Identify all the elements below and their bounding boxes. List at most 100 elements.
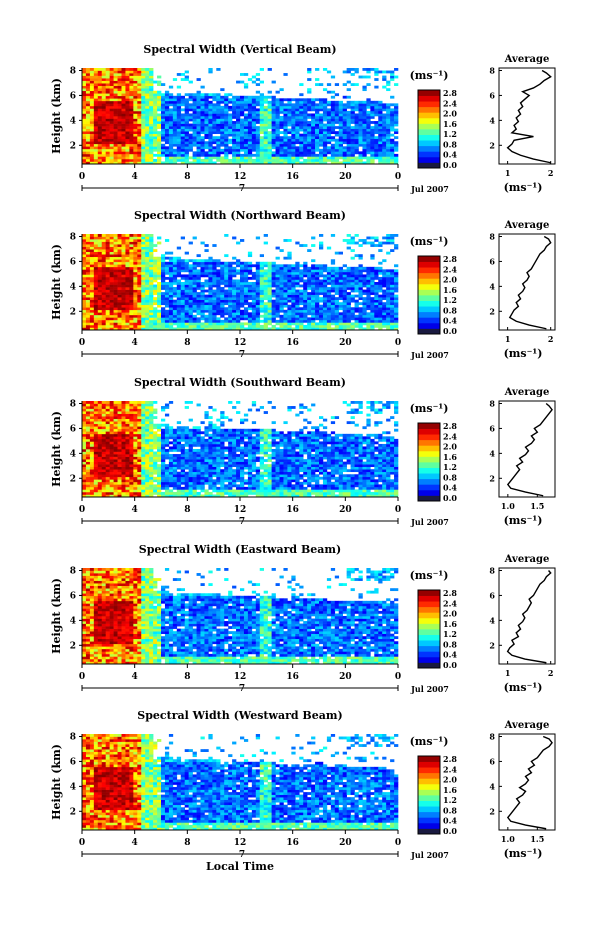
heatmap-cell (350, 279, 355, 283)
heatmap-cell (125, 279, 130, 283)
heatmap-cell (374, 312, 379, 316)
heatmap-cell (82, 481, 87, 485)
heatmap-cell (255, 131, 261, 134)
colorbar-swatch (418, 151, 440, 158)
heatmap-cell (232, 126, 237, 129)
heatmap-cell (322, 307, 328, 311)
heatmap-cell (346, 294, 351, 298)
heatmap-cell (212, 244, 217, 247)
heatmap-cell (157, 93, 162, 97)
heatmap-cell (370, 287, 375, 290)
heatmap-cell (145, 121, 150, 124)
heatmap-cell (212, 299, 217, 303)
heatmap-cell (85, 95, 91, 99)
heatmap-cell (342, 264, 347, 268)
heatmap-cell (287, 297, 292, 300)
heatmap-cell (334, 299, 340, 303)
heatmap-cell (109, 239, 114, 242)
heatmap-cell (137, 319, 142, 323)
heatmap-cell (303, 266, 308, 270)
heatmap-cell (101, 73, 106, 76)
heatmap-cell (89, 491, 95, 495)
heatmap-cell (101, 246, 106, 250)
heatmap-cell (133, 319, 138, 323)
heatmap-cell (322, 287, 328, 290)
heatmap-cell (137, 105, 142, 109)
heatmap-cell (334, 158, 340, 162)
heatmap-cell (180, 307, 185, 311)
heatmap-cell (168, 121, 174, 124)
heatmap-cell (263, 309, 268, 313)
panel-2: Spectral Width (Southward Beam)2468Heigh… (50, 376, 556, 527)
heatmap-cell (168, 307, 174, 311)
colorbar-tick-label: 2.0 (443, 109, 457, 119)
heatmap-cell (240, 304, 245, 308)
heatmap-cell (267, 148, 272, 152)
heatmap-cell (394, 136, 399, 140)
heatmap-cell (180, 236, 185, 240)
heatmap-cell (105, 85, 110, 89)
heatmap-cell (374, 128, 379, 132)
heatmap-cell (315, 274, 320, 278)
heatmap-cell (394, 83, 399, 86)
heatmap-cell (307, 302, 312, 306)
heatmap-cell (97, 80, 103, 84)
heatmap-cell (236, 264, 241, 268)
heatmap-cell (161, 123, 166, 127)
heatmap-cell (366, 276, 371, 280)
heatmap-cell (390, 279, 395, 283)
heatmap-cell (232, 123, 237, 127)
heatmap-cell (382, 153, 387, 157)
heatmap-cell (137, 138, 142, 142)
heatmap-cell (319, 234, 324, 237)
heatmap-cell (263, 307, 268, 311)
heatmap-cell (303, 299, 308, 303)
heatmap-cell (228, 287, 233, 290)
heatmap-cell (338, 146, 343, 150)
heatmap-cell (228, 307, 233, 311)
heatmap-cell (386, 236, 391, 240)
heatmap-cell (157, 264, 162, 268)
profile-x-tick-label: 1 (505, 168, 511, 178)
heatmap-cell (243, 146, 249, 150)
heatmap-cell (168, 136, 174, 140)
heatmap-cell (311, 113, 316, 117)
heatmap-cell (137, 294, 142, 298)
heatmap-cell (149, 126, 154, 129)
heatmap-cell (370, 141, 375, 145)
heatmap-cell (374, 153, 379, 157)
heatmap-cell (196, 312, 201, 316)
heatmap-cell (228, 151, 233, 155)
heatmap-cell (322, 153, 328, 157)
heatmap-cell (338, 126, 343, 129)
heatmap-cell (275, 131, 280, 134)
heatmap-cell (232, 282, 237, 285)
heatmap-cell (243, 287, 249, 290)
heatmap-cell (200, 312, 205, 316)
heatmap-cell (378, 131, 383, 134)
heatmap-cell (291, 284, 296, 288)
heatmap-cell (303, 304, 308, 308)
heatmap-cell (89, 413, 95, 417)
heatmap-cell (378, 282, 383, 285)
heatmap-cell (101, 279, 106, 283)
heatmap-cell (279, 314, 284, 318)
heatmap-cell (113, 304, 118, 308)
heatmap-cell (330, 90, 336, 94)
heatmap-cell (82, 136, 87, 140)
heatmap-cell (247, 314, 253, 318)
heatmap-cell (157, 271, 162, 275)
heatmap-cell (89, 454, 95, 457)
heatmap-cell (342, 279, 347, 283)
heatmap-cell (129, 282, 134, 285)
heatmap-cell (366, 284, 371, 288)
heatmap-cell (200, 131, 205, 134)
heatmap-cell (113, 105, 118, 109)
heatmap-cell (271, 309, 276, 313)
heatmap-cell (82, 78, 87, 81)
heatmap-cell (346, 95, 351, 99)
heatmap-cell (153, 143, 158, 147)
heatmap-cell (342, 123, 347, 127)
heatmap-cell (161, 264, 166, 268)
